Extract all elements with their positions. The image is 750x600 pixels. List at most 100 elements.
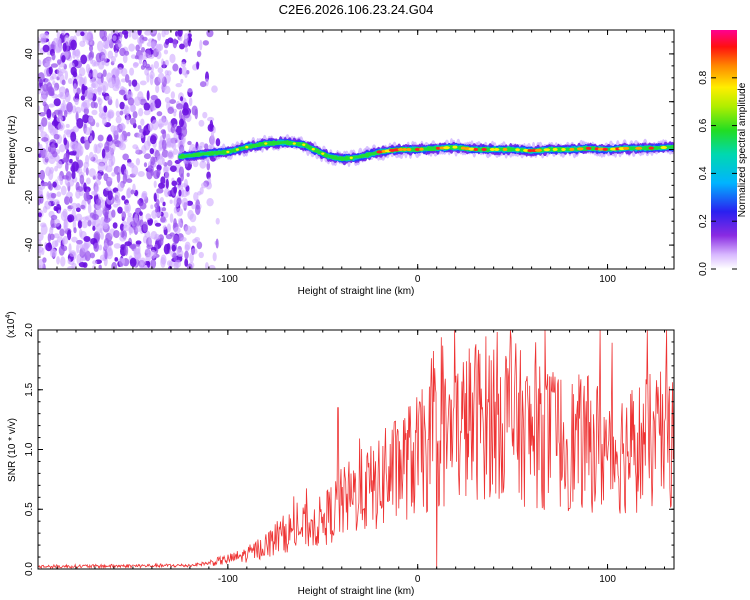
noise-cell [50, 192, 57, 199]
noise-cell [129, 244, 136, 250]
noise-cell [154, 207, 160, 214]
noise-cell [38, 72, 45, 83]
noise-cell [117, 43, 123, 48]
noise-cell [208, 264, 216, 269]
spectrogram-ridge [177, 134, 674, 168]
noise-cell [42, 83, 49, 92]
noise-cell [206, 161, 211, 171]
noise-cell [140, 118, 145, 126]
noise-cell [163, 166, 171, 172]
noise-cell [119, 101, 125, 110]
noise-cell [156, 187, 164, 194]
noise-cell [58, 86, 66, 95]
noise-cell [101, 148, 106, 159]
noise-cell [70, 202, 78, 210]
noise-cell [178, 218, 182, 225]
noise-cell [70, 39, 77, 51]
noise-cell [106, 177, 113, 182]
noise-cell [165, 170, 170, 181]
noise-cell [57, 122, 65, 131]
noise-cell [154, 222, 162, 227]
noise-cell [57, 93, 63, 98]
noise-cell [98, 264, 102, 269]
noise-cell [61, 175, 70, 180]
noise-cell [89, 252, 95, 259]
ridge-hot-cell [552, 148, 558, 151]
ridge-hot-cell [660, 146, 667, 150]
noise-cell [181, 197, 189, 209]
noise-cell [113, 243, 121, 249]
noise-cell [162, 225, 168, 230]
y-tick-label: 1.5 [24, 382, 35, 396]
noise-cell [161, 207, 167, 212]
noise-cell [121, 257, 125, 264]
noise-cell [198, 251, 204, 259]
noise-cell [71, 105, 77, 114]
noise-cell [203, 143, 209, 150]
noise-cell [173, 148, 179, 155]
colorbar-label: Normalized spectral amplitude [737, 82, 748, 217]
noise-cell [97, 72, 102, 78]
noise-cell [42, 257, 47, 263]
noise-cell [49, 233, 55, 241]
noise-cell [89, 57, 94, 65]
noise-cell [173, 206, 178, 214]
noise-cell [176, 103, 184, 110]
noise-cell [88, 151, 94, 161]
noise-cell [143, 102, 151, 111]
noise-cell [79, 174, 85, 185]
noise-cell [80, 95, 86, 101]
noise-cell [103, 30, 107, 37]
noise-cell [61, 30, 66, 36]
ridge-hot-cell [443, 146, 450, 150]
noise-cell [131, 79, 138, 87]
ridge-hot-cell [534, 148, 542, 152]
y-tick-label: 0.5 [24, 502, 35, 516]
noise-cell [85, 177, 91, 185]
noise-cell [64, 196, 70, 205]
noise-cell [100, 54, 107, 64]
noise-cell [105, 165, 113, 173]
noise-cell [61, 54, 66, 63]
noise-cell [153, 192, 157, 202]
noise-cell [92, 225, 96, 231]
noise-cell [194, 108, 198, 120]
noise-cell [150, 30, 157, 35]
noise-cell [116, 198, 121, 206]
noise-cell [176, 248, 180, 255]
noise-cell [148, 123, 154, 132]
ridge-hot-cell [226, 150, 230, 154]
noise-cell [198, 119, 205, 127]
noise-cell [166, 260, 173, 267]
noise-cell [93, 242, 99, 253]
noise-cell [206, 198, 214, 207]
noise-cell [180, 173, 184, 182]
noise-cell [166, 223, 171, 233]
noise-cell [154, 98, 162, 109]
noise-cell [106, 135, 113, 142]
noise-cell [38, 112, 46, 117]
noise-cell [81, 242, 89, 253]
noise-cell [62, 99, 66, 109]
noise-cell [184, 47, 189, 53]
noise-cell [184, 250, 189, 260]
noise-cell [41, 181, 49, 187]
noise-cell [166, 243, 171, 251]
noise-cell [56, 191, 62, 197]
y-tick-label: -40 [24, 237, 35, 252]
noise-cell [119, 123, 126, 130]
noise-cell [90, 101, 96, 109]
noise-cell [85, 167, 89, 176]
noise-cell [41, 247, 45, 256]
noise-cell [67, 215, 73, 223]
noise-cell [50, 214, 58, 221]
noise-cell [206, 30, 214, 38]
noise-cell [150, 204, 154, 210]
noise-cell [40, 94, 48, 103]
noise-cell [196, 50, 202, 58]
x-tick-label: -100 [218, 574, 238, 585]
noise-cell [113, 229, 120, 239]
noise-cell [62, 42, 67, 52]
noise-cell [116, 68, 120, 76]
